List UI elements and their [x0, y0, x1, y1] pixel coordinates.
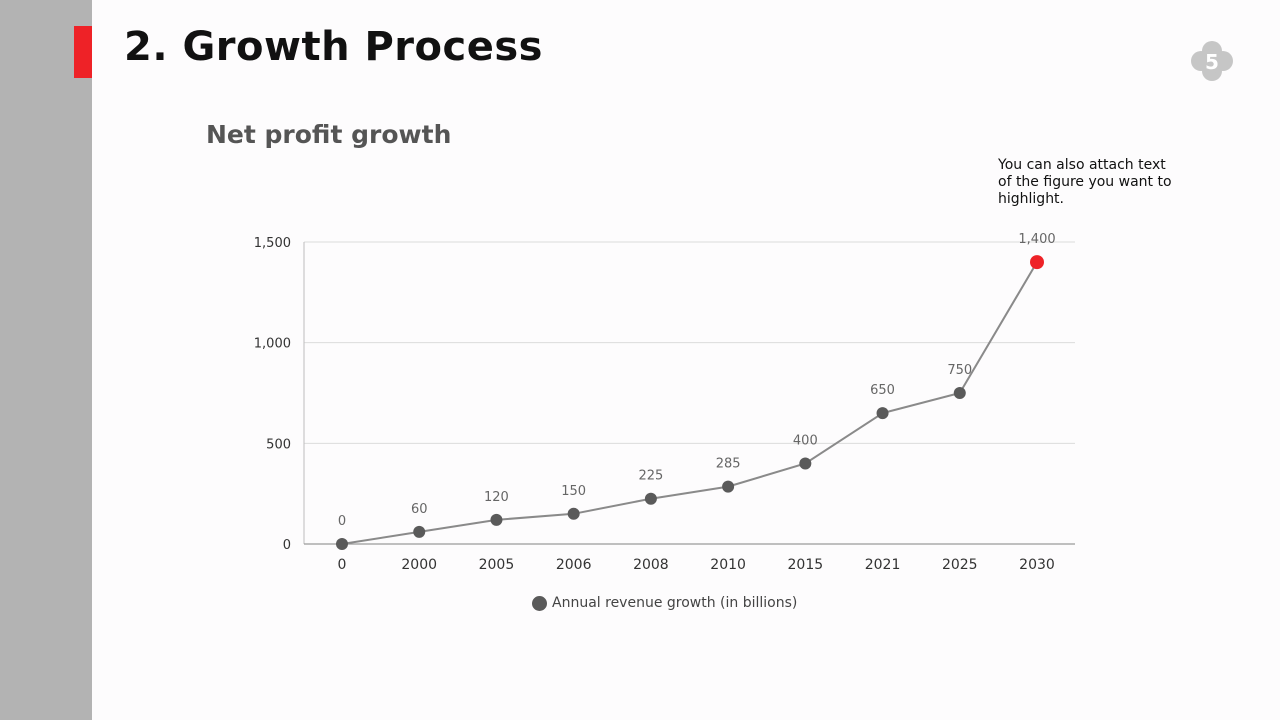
x-tick-label: 2000 — [401, 557, 437, 573]
data-label: 1,400 — [1018, 232, 1055, 247]
data-point — [876, 407, 889, 420]
data-label: 750 — [947, 363, 972, 378]
y-tick-label: 1,500 — [254, 236, 291, 251]
legend-label: Annual revenue growth (in billions) — [552, 595, 798, 611]
data-label: 285 — [716, 457, 741, 472]
data-point — [336, 538, 348, 550]
data-point — [722, 480, 735, 493]
data-label: 650 — [870, 383, 895, 398]
left-sidebar-decoration — [0, 0, 92, 720]
data-label: 150 — [561, 484, 586, 499]
x-tick-label: 2005 — [479, 557, 515, 573]
highlight-note: You can also attach text of the figure y… — [998, 157, 1172, 207]
y-tick-label: 500 — [266, 437, 291, 452]
chart-title: Net profit growth — [206, 120, 452, 149]
x-tick-label: 2015 — [788, 557, 824, 573]
x-tick-label: 2025 — [942, 557, 978, 573]
data-point — [490, 513, 503, 526]
data-label: 60 — [411, 502, 428, 517]
y-tick-label: 0 — [283, 538, 291, 553]
series-line — [341, 261, 1038, 545]
data-point — [799, 457, 812, 470]
title-accent-bar — [74, 26, 92, 78]
data-label: 120 — [484, 490, 509, 505]
data-point — [413, 525, 426, 538]
page-number: 5 — [1205, 50, 1219, 74]
highlight-data-point — [1030, 255, 1044, 270]
x-tick-label: 2010 — [710, 557, 746, 573]
data-label: 0 — [338, 514, 346, 529]
chart-legend: Annual revenue growth (in billions) — [532, 595, 797, 611]
x-tick-label: 2006 — [556, 557, 592, 573]
x-tick-label: 0 — [338, 557, 347, 573]
data-point — [567, 507, 580, 520]
x-tick-label: 2030 — [1019, 557, 1055, 573]
x-tick-label: 2008 — [633, 557, 669, 573]
x-tick-label: 2021 — [865, 557, 901, 573]
data-label: 225 — [638, 469, 663, 484]
data-point — [953, 387, 966, 399]
y-tick-label: 1,000 — [254, 337, 291, 352]
flower-badge-icon — [1191, 41, 1233, 81]
legend-marker — [532, 595, 547, 611]
slide-title: 2. Growth Process — [124, 24, 543, 70]
page-number-badge: 5 — [1191, 41, 1233, 81]
data-label: 400 — [793, 433, 818, 448]
data-point — [644, 492, 657, 505]
